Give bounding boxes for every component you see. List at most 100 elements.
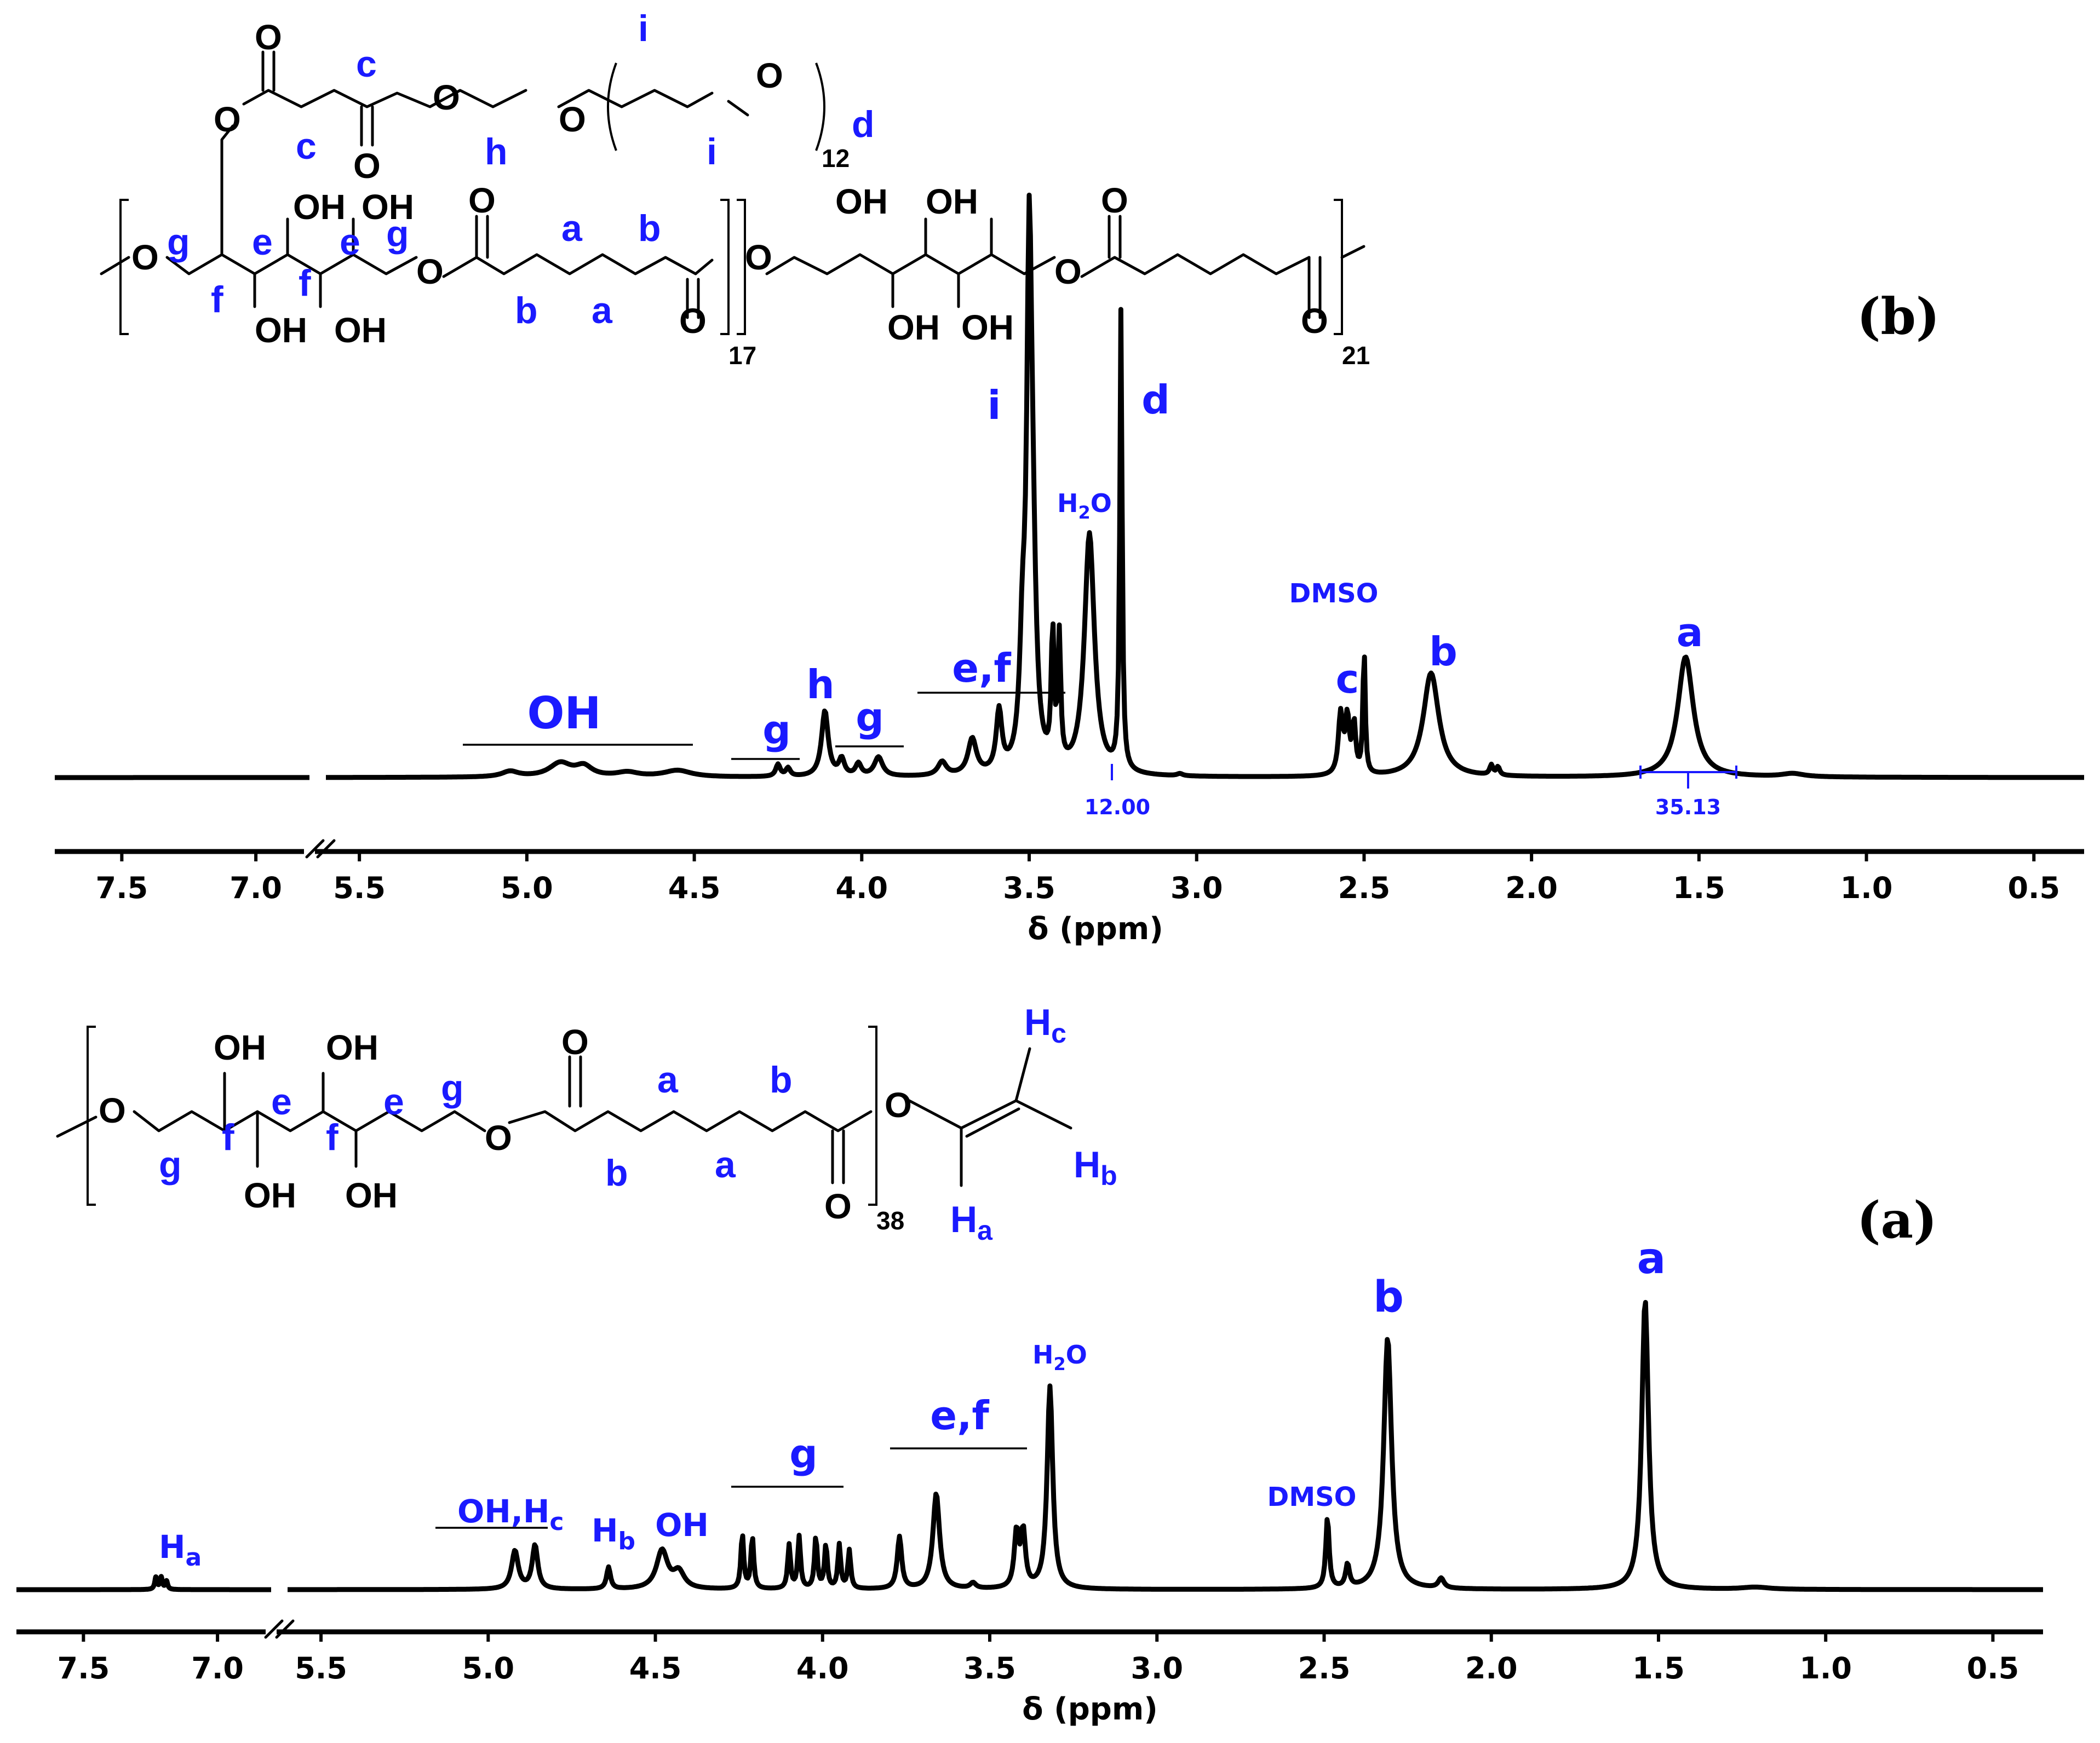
x-tick-label: 7.0 xyxy=(229,871,282,905)
peak-label-c: c xyxy=(1336,656,1359,702)
label-d: d xyxy=(852,103,875,145)
label-b: b xyxy=(515,290,538,331)
x-tick-label: 1.5 xyxy=(1632,1651,1685,1686)
spectrum-trace-left xyxy=(14,1574,274,1592)
label-c: c xyxy=(296,125,317,167)
peak-label-d: d xyxy=(1141,377,1170,423)
x-tick-label: 4.0 xyxy=(796,1651,849,1686)
atom-o: O xyxy=(679,301,707,341)
atom-o: O xyxy=(214,100,241,139)
x-tick-label: 5.0 xyxy=(462,1651,514,1686)
x-tick-label: 5.0 xyxy=(501,871,553,905)
atom-oh: OH xyxy=(926,182,978,221)
atom-o: O xyxy=(561,1022,589,1062)
label-e: e xyxy=(252,221,273,263)
label-c: c xyxy=(356,43,377,85)
atom-oh: OH xyxy=(255,310,307,350)
atom-o: O xyxy=(824,1187,852,1226)
peak-label-g: g xyxy=(789,1431,818,1477)
panel-label-b: (b) xyxy=(1857,287,1940,346)
atom-o: O xyxy=(353,146,381,186)
x-tick-label: 0.5 xyxy=(2007,871,2060,905)
subscript-17: 17 xyxy=(728,341,756,370)
peak-label-i: i xyxy=(988,382,1001,428)
axis-break-mark xyxy=(264,1619,295,1639)
panel-label-a: (a) xyxy=(1857,1190,1937,1250)
label-g: g xyxy=(441,1067,464,1109)
peak-label-h: h xyxy=(806,661,834,707)
x-tick-label: 2.0 xyxy=(1505,871,1558,905)
label-e: e xyxy=(340,221,360,263)
x-tick-label: 1.5 xyxy=(1673,871,1725,905)
atom-o: O xyxy=(885,1085,912,1125)
peak-label-ohhc: OH,Hc xyxy=(457,1493,564,1536)
label-hc: Hc xyxy=(1024,1002,1066,1049)
peak-label-dmso: DMSO xyxy=(1267,1482,1357,1512)
label-ha: Ha xyxy=(950,1199,993,1246)
x-tick-label: 7.0 xyxy=(191,1651,244,1686)
peak-label-oh: OH xyxy=(655,1506,709,1544)
atom-o: O xyxy=(756,56,783,95)
peak-label-a: a xyxy=(1677,609,1703,655)
subscript-38: 38 xyxy=(876,1206,904,1235)
x-tick-label: 1.0 xyxy=(1840,871,1893,905)
atom-o: O xyxy=(485,1118,512,1158)
peak-label-ef: e,f xyxy=(930,1393,989,1439)
integral-value: 12.00 xyxy=(1085,795,1150,819)
x-tick-label: 4.0 xyxy=(835,871,888,905)
atom-o: O xyxy=(99,1091,126,1130)
label-g: g xyxy=(159,1144,182,1186)
atom-o: O xyxy=(1101,181,1128,220)
label-f: f xyxy=(326,1117,338,1158)
label-a: a xyxy=(592,290,613,331)
atom-oh: OH xyxy=(214,1028,266,1067)
x-tick-label: 5.5 xyxy=(333,871,386,905)
atom-oh: OH xyxy=(362,187,414,227)
label-g: g xyxy=(386,213,409,255)
label-i: i xyxy=(707,131,717,172)
x-tick-label: 3.0 xyxy=(1171,871,1223,905)
label-hb: Hb xyxy=(1074,1144,1117,1191)
atom-o: O xyxy=(745,238,772,277)
x-tick-label: 1.0 xyxy=(1799,1651,1852,1686)
x-tick-label: 3.5 xyxy=(1003,871,1055,905)
spectrum-b: 7.5 7.0 5.5 5.0 4.5 4.0 3.5 3.0 2.5 2.0 1.5 1.0 0.5 … xyxy=(52,192,2086,947)
peak-label-b: b xyxy=(1429,629,1458,675)
atom-oh: OH xyxy=(326,1028,378,1067)
peak-label-b: b xyxy=(1373,1273,1404,1322)
atom-o: O xyxy=(255,18,282,57)
spectrum-a: 7.5 7.0 5.5 5.0 4.5 4.0 3.5 3.0 2.5 2.0 1.5 1.0 0.5 … xyxy=(14,1234,2045,1727)
spectrum-trace-right xyxy=(324,192,2086,780)
peak-label-g: g xyxy=(856,694,884,740)
label-f: f xyxy=(299,262,311,304)
label-a: a xyxy=(657,1059,679,1101)
x-tick-label: 2.5 xyxy=(1338,871,1391,905)
atom-oh: OH xyxy=(345,1176,398,1215)
subscript-12: 12 xyxy=(822,144,850,172)
x-tick-label: 7.5 xyxy=(58,1651,110,1686)
peak-label-oh: OH xyxy=(527,688,601,739)
atom-o: O xyxy=(559,100,586,139)
atom-oh: OH xyxy=(961,308,1014,347)
atom-oh: OH xyxy=(293,187,346,227)
x-tick-label: 0.5 xyxy=(1967,1651,2019,1686)
peak-label-dmso: DMSO xyxy=(1289,578,1379,609)
x-ticks: 7.5 7.0 5.5 5.0 4.5 4.0 3.5 3.0 2.5 2.0 1.5 1.0 0.5 xyxy=(58,1632,2019,1686)
atom-oh: OH xyxy=(334,310,387,350)
label-b: b xyxy=(638,208,661,249)
x-tick-label: 3.0 xyxy=(1131,1651,1183,1686)
structure-b: O O O O O O O O O O O O O O OH OH OH OH … xyxy=(100,8,1370,370)
atom-oh: OH xyxy=(835,182,888,221)
x-tick-label: 4.5 xyxy=(668,871,721,905)
label-e: e xyxy=(383,1081,404,1123)
label-i: i xyxy=(638,8,649,49)
peak-label-ha: Ha xyxy=(159,1528,202,1572)
atom-o: O xyxy=(131,238,159,277)
label-h: h xyxy=(485,131,508,172)
label-f: f xyxy=(211,279,223,320)
atom-o: O xyxy=(433,78,460,117)
x-tick-label: 5.5 xyxy=(295,1651,347,1686)
x-axis-label: δ (ppm) xyxy=(1022,1692,1158,1727)
atom-o: O xyxy=(468,181,496,220)
